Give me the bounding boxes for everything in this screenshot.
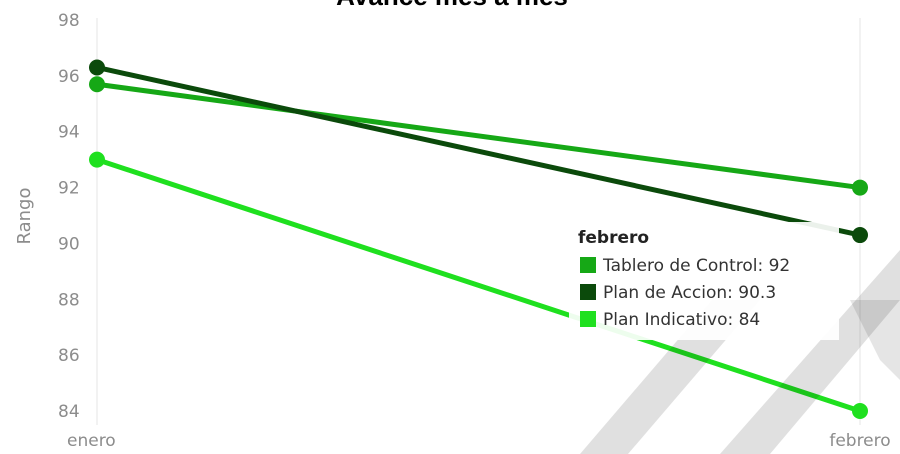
data-point[interactable] xyxy=(852,179,868,196)
y-tick-label: 88 xyxy=(58,290,80,310)
chart-series xyxy=(89,59,868,419)
data-point[interactable] xyxy=(852,403,868,419)
tooltip-row: Plan de Accion: 90.3 xyxy=(603,283,776,303)
data-point[interactable] xyxy=(89,59,105,76)
y-tick-label: 92 xyxy=(58,179,80,199)
y-tick-label: 84 xyxy=(58,402,80,422)
watermark-stroke xyxy=(850,300,900,380)
tooltip: febrero Tablero de Control: 92 Plan de Ac… xyxy=(569,222,839,340)
data-point[interactable] xyxy=(89,76,105,93)
tooltip-swatch xyxy=(580,257,596,273)
tooltip-background xyxy=(569,222,839,340)
series-line xyxy=(94,64,863,238)
chart-grid xyxy=(96,18,861,425)
y-axis-label: Rango xyxy=(14,188,35,245)
y-tick-label: 94 xyxy=(58,123,80,143)
series-line xyxy=(94,157,863,414)
watermark-stroke xyxy=(720,250,900,454)
tooltip-row: Plan Indicativo: 84 xyxy=(603,310,760,330)
series-line xyxy=(94,81,863,191)
tooltip-title: febrero xyxy=(578,228,649,248)
y-tick-label: 86 xyxy=(58,346,80,366)
data-point[interactable] xyxy=(89,151,105,168)
y-axis-ticks: 98 96 94 92 90 88 86 84 xyxy=(58,11,80,422)
series-1 xyxy=(89,59,868,244)
chart-title: Avance mes a mes xyxy=(336,0,568,11)
x-axis-ticks: enero febrero xyxy=(67,431,891,451)
y-tick-label: 96 xyxy=(58,67,80,87)
tooltip-swatch xyxy=(580,284,596,300)
tooltip-row: Tablero de Control: 92 xyxy=(602,256,790,276)
tooltip-swatch xyxy=(580,311,596,327)
x-tick-label: enero xyxy=(67,431,116,451)
data-point[interactable] xyxy=(852,227,868,244)
series-0 xyxy=(89,76,868,196)
x-tick-label: febrero xyxy=(829,431,890,451)
y-tick-label: 90 xyxy=(58,234,80,254)
series-2 xyxy=(89,151,868,419)
y-tick-label: 98 xyxy=(58,11,80,31)
